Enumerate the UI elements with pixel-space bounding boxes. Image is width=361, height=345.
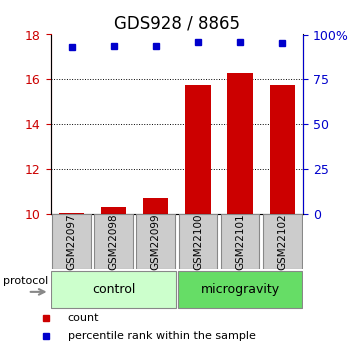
- Bar: [59, 213, 84, 214]
- Text: GSM22102: GSM22102: [277, 213, 287, 270]
- Text: GSM22099: GSM22099: [151, 213, 161, 270]
- FancyBboxPatch shape: [51, 271, 176, 308]
- Text: protocol: protocol: [3, 276, 48, 286]
- FancyBboxPatch shape: [221, 215, 260, 268]
- Bar: [227, 72, 253, 214]
- Text: GSM22100: GSM22100: [193, 213, 203, 270]
- Title: GDS928 / 8865: GDS928 / 8865: [114, 15, 240, 33]
- Bar: [101, 207, 126, 214]
- FancyBboxPatch shape: [52, 215, 91, 268]
- Bar: [185, 85, 210, 214]
- Text: GSM22097: GSM22097: [66, 213, 77, 270]
- FancyBboxPatch shape: [179, 215, 217, 268]
- FancyBboxPatch shape: [263, 215, 301, 268]
- Bar: [143, 198, 169, 214]
- Text: percentile rank within the sample: percentile rank within the sample: [68, 331, 256, 341]
- Text: GSM22098: GSM22098: [109, 213, 119, 270]
- Text: control: control: [92, 283, 135, 296]
- Bar: [270, 85, 295, 214]
- Text: GSM22101: GSM22101: [235, 213, 245, 270]
- Text: count: count: [68, 313, 99, 323]
- FancyBboxPatch shape: [94, 215, 133, 268]
- FancyBboxPatch shape: [178, 271, 303, 308]
- Text: microgravity: microgravity: [200, 283, 280, 296]
- FancyBboxPatch shape: [136, 215, 175, 268]
